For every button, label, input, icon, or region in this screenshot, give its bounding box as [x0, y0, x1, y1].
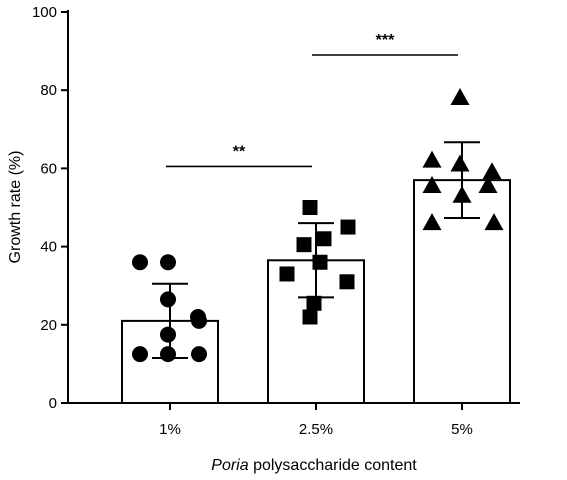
data-point-3-5: [422, 175, 442, 193]
data-point-3-4: [482, 162, 502, 180]
data-point-2-1: [302, 200, 318, 215]
data-point-2-4: [296, 237, 312, 253]
x-axis-title-italic: Poria: [211, 457, 248, 474]
data-point-2-9: [302, 309, 318, 325]
data-point-2-3: [316, 231, 332, 247]
data-point-1-2: [160, 254, 176, 271]
data-point-2-7: [339, 274, 355, 290]
y-tick-label-100: 100: [32, 4, 57, 21]
x-tick-label-1: 1%: [159, 421, 181, 438]
x-axis-title: Poria polysaccharide content: [211, 457, 417, 474]
data-point-2-2: [340, 219, 356, 235]
y-tick-label-60: 60: [40, 160, 57, 177]
significance-label-2: ***: [376, 32, 395, 49]
data-point-1-5: [191, 312, 207, 329]
significance-label-1: **: [233, 143, 246, 160]
data-point-1-7: [132, 346, 148, 363]
significance-brackets: *****: [166, 32, 458, 168]
data-point-1-3: [160, 291, 176, 308]
data-point-3-2: [422, 150, 442, 168]
data-point-2-5: [312, 254, 328, 270]
y-tick-label-40: 40: [40, 239, 57, 256]
axes: 0 20 40 60 80 100 1% 2.5% 5%: [32, 4, 520, 438]
data-point-3-8: [422, 213, 442, 231]
y-tick-label-80: 80: [40, 82, 57, 99]
data-point-1-6: [160, 326, 176, 343]
data-point-1-9: [191, 346, 207, 363]
data-point-3-9: [484, 213, 504, 231]
data-point-3-6: [478, 175, 498, 193]
y-tick-label-20: 20: [40, 317, 57, 334]
x-axis-title-rest: polysaccharide content: [249, 457, 418, 474]
data-point-3-3: [450, 154, 470, 172]
x-tick-label-2: 2.5%: [299, 421, 333, 438]
x-tick-label-3: 5%: [451, 421, 473, 438]
data-points: [132, 88, 504, 363]
y-axis-title: Growth rate (%): [7, 151, 24, 264]
data-point-3-1: [450, 88, 470, 106]
data-point-2-6: [279, 266, 295, 282]
data-point-1-1: [132, 254, 148, 271]
data-point-1-8: [160, 346, 176, 363]
data-point-3-7: [452, 185, 472, 203]
data-point-2-8: [306, 295, 322, 311]
y-tick-label-0: 0: [49, 395, 57, 412]
